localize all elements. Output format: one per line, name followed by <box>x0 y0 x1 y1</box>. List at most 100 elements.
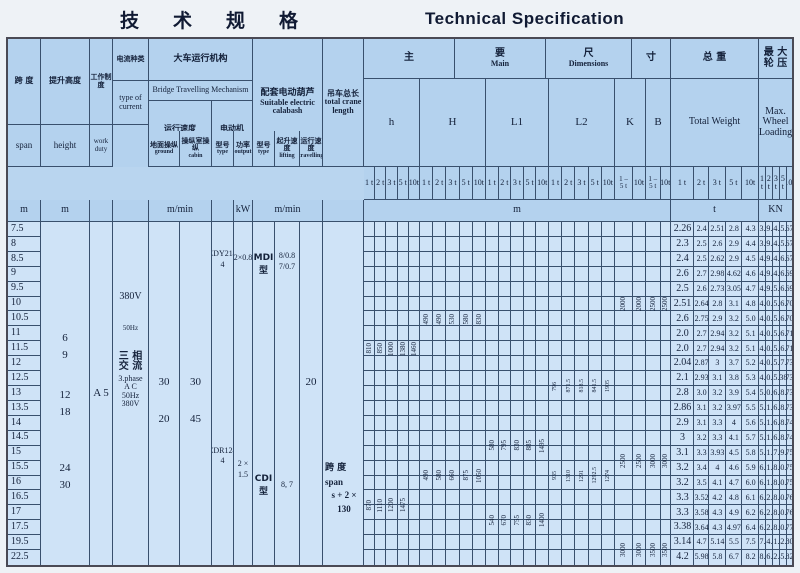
data-cell-h <box>375 550 387 565</box>
data-cell-W <box>742 475 759 491</box>
data-cell-h <box>375 281 387 297</box>
data-cell-H <box>459 490 473 506</box>
data-cell-P <box>787 400 792 416</box>
data-cell-h <box>408 371 420 387</box>
data-cell-h <box>397 550 409 565</box>
data-cell-h <box>386 430 398 446</box>
data-cell-K <box>615 400 633 416</box>
data-cell-P <box>765 430 773 446</box>
data-cell-B <box>660 475 671 491</box>
tonnage-header-K-15t: 1 –5 t <box>615 167 633 200</box>
span-cell: 9.5 <box>8 281 41 297</box>
data-cell-L1 <box>511 266 524 282</box>
data-cell-H <box>433 266 447 282</box>
data-cell-K <box>632 236 646 252</box>
data-cell-L2 <box>562 371 576 387</box>
data-cell-L1 <box>511 281 524 297</box>
data-cell-W <box>693 445 710 461</box>
data-cell-L1 <box>486 236 499 252</box>
data-cell-h <box>375 251 387 267</box>
data-cell-B <box>660 341 671 357</box>
data-cell-L1 <box>511 550 524 565</box>
header-span-en: span <box>8 125 41 167</box>
data-cell-L2 <box>549 296 563 312</box>
data-cell-L2 <box>601 386 615 401</box>
data-cell-H <box>472 326 486 342</box>
data-cell-P <box>759 445 766 461</box>
data-cell-h <box>375 400 387 416</box>
header-dim-K: K <box>615 79 646 167</box>
unit-duty-blank <box>90 200 113 222</box>
span-cell: 10 <box>8 296 41 312</box>
data-cell-h <box>397 251 409 267</box>
data-cell-P <box>772 222 780 237</box>
data-cell-h <box>408 236 420 252</box>
data-cell-h <box>397 341 409 357</box>
data-cell-L2 <box>575 251 589 267</box>
data-cell-H <box>459 326 473 342</box>
data-cell-L1 <box>498 222 512 237</box>
data-cell-L1 <box>486 341 499 357</box>
header-motor-model: 型号 type <box>212 131 234 167</box>
data-cell-K <box>632 371 646 387</box>
data-cell-P <box>772 251 780 267</box>
data-cell-W <box>671 386 694 401</box>
data-cell-h <box>364 311 376 327</box>
data-cell-W <box>742 341 759 357</box>
span-cell: 8.5 <box>8 251 41 267</box>
header-ground-control: 地面操纵 ground <box>149 131 180 167</box>
data-cell-W <box>742 251 759 267</box>
data-cell-H <box>472 430 486 446</box>
span-cell: 16.5 <box>8 490 41 506</box>
data-cell-L2 <box>549 251 563 267</box>
data-cell-L2 <box>549 460 563 476</box>
data-cell-h <box>397 236 409 252</box>
data-cell-h <box>386 222 398 237</box>
data-cell-L2 <box>562 251 576 267</box>
tonnage-header-L2-3t: 3 t <box>575 167 589 200</box>
data-cell-L2 <box>549 490 563 506</box>
data-cell-H <box>459 222 473 237</box>
dim-H-g1-2t: 490 <box>433 237 446 401</box>
dim-L1-2t-text: 670 <box>500 515 509 526</box>
data-cell-L2 <box>562 490 576 506</box>
data-cell-L1 <box>486 415 499 431</box>
data-cell-L1 <box>511 415 524 431</box>
data-cell-B <box>660 386 671 401</box>
data-cell-H <box>472 266 486 282</box>
data-cell-L2 <box>588 326 602 342</box>
data-cell-H <box>420 460 434 476</box>
data-cell-P <box>787 505 792 521</box>
data-cell-H <box>446 326 460 342</box>
data-cell-P <box>765 311 773 327</box>
data-cell-H <box>420 445 434 461</box>
header-dim-chi: 尺 Dimensions <box>546 39 632 79</box>
data-cell-h <box>397 445 409 461</box>
data-cell-K <box>632 520 646 536</box>
dim-L1-alt-2t-text: 795 <box>500 440 509 451</box>
data-cell-P <box>772 460 780 476</box>
data-cell-L2 <box>575 296 589 312</box>
tonnage-header-W-1t: 1 t <box>671 167 694 200</box>
data-cell-W <box>742 505 759 521</box>
data-cell-P <box>779 371 788 387</box>
tonnage-header-h-1t: 1 t <box>364 167 376 200</box>
data-cell-L2 <box>601 505 615 521</box>
data-cell-L2 <box>588 505 602 521</box>
data-cell-L2 <box>601 415 615 431</box>
data-cell-L1 <box>498 550 512 565</box>
data-cell-B <box>660 371 671 387</box>
data-cell-L1 <box>498 326 512 342</box>
data-cell-H <box>433 236 447 252</box>
data-cell-H <box>459 475 473 491</box>
data-cell-L2 <box>549 311 563 327</box>
data-cell-B <box>646 535 661 551</box>
data-cell-P <box>779 326 788 342</box>
data-cell-W <box>742 400 759 416</box>
data-cell-W <box>709 281 726 297</box>
data-cell-B <box>646 460 661 476</box>
data-cell-P <box>772 371 780 387</box>
data-cell-L2 <box>601 356 615 372</box>
cabin-speed-values: 30 45 <box>180 222 212 565</box>
data-cell-L2 <box>562 475 576 491</box>
